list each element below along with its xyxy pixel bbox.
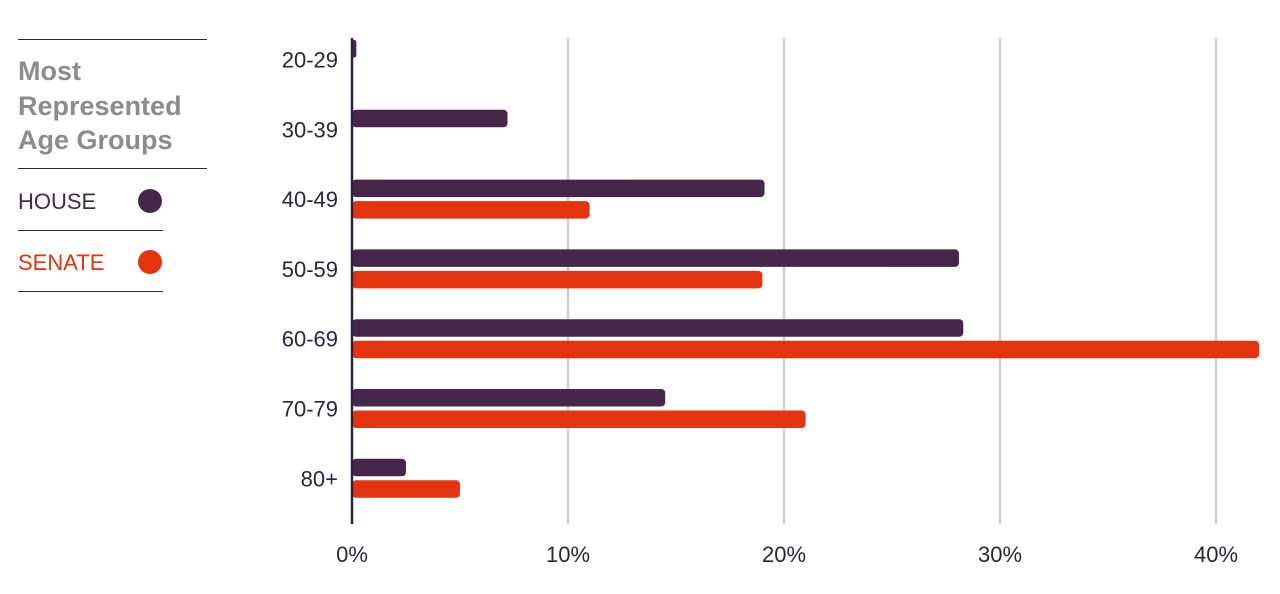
legend-top-divider <box>18 39 207 40</box>
legend-title-divider <box>18 168 207 169</box>
bar-house <box>352 179 765 198</box>
bar-senate <box>352 201 590 219</box>
legend-label-house: HOUSE <box>18 189 97 214</box>
x-tick-label: 30% <box>978 542 1022 567</box>
legend-item-house: HOUSE <box>18 187 163 217</box>
axes: 0% 10% 20% 30% 40% 20-29 30-39 40-49 50-59 60-69 7… <box>282 38 1238 567</box>
bar-house <box>352 389 666 407</box>
bars <box>352 40 1260 498</box>
legend-swatch-senate <box>138 250 162 274</box>
y-tick-label: 70-79 <box>282 397 338 422</box>
legend-divider-1 <box>18 230 163 231</box>
x-tick-label: 10% <box>546 542 590 567</box>
legend-title: Most Represented Age Groups <box>18 56 182 155</box>
gridlines <box>566 38 1218 524</box>
bar-house <box>352 249 959 267</box>
legend-item-senate: SENATE <box>18 248 163 278</box>
x-tick-label: 0% <box>336 542 368 567</box>
bar-senate <box>352 270 763 289</box>
y-tick-label: 20-29 <box>282 48 338 73</box>
bar-house <box>352 109 508 128</box>
bar-senate <box>352 340 1260 359</box>
legend-divider-2 <box>18 291 163 292</box>
y-tick-label: 40-49 <box>282 187 338 212</box>
bar-house <box>352 319 964 337</box>
legend-swatch-house <box>138 189 162 213</box>
x-tick-label: 20% <box>762 542 806 567</box>
y-tick-label: 80+ <box>301 466 338 491</box>
y-tick-label: 60-69 <box>282 327 338 352</box>
bar-house <box>352 458 406 477</box>
bar-senate <box>352 480 460 498</box>
y-tick-label: 50-59 <box>282 257 338 282</box>
bar-senate <box>352 410 806 428</box>
x-tick-label: 40% <box>1194 542 1238 567</box>
legend-label-senate: SENATE <box>18 250 105 275</box>
y-tick-label: 30-39 <box>282 117 338 142</box>
